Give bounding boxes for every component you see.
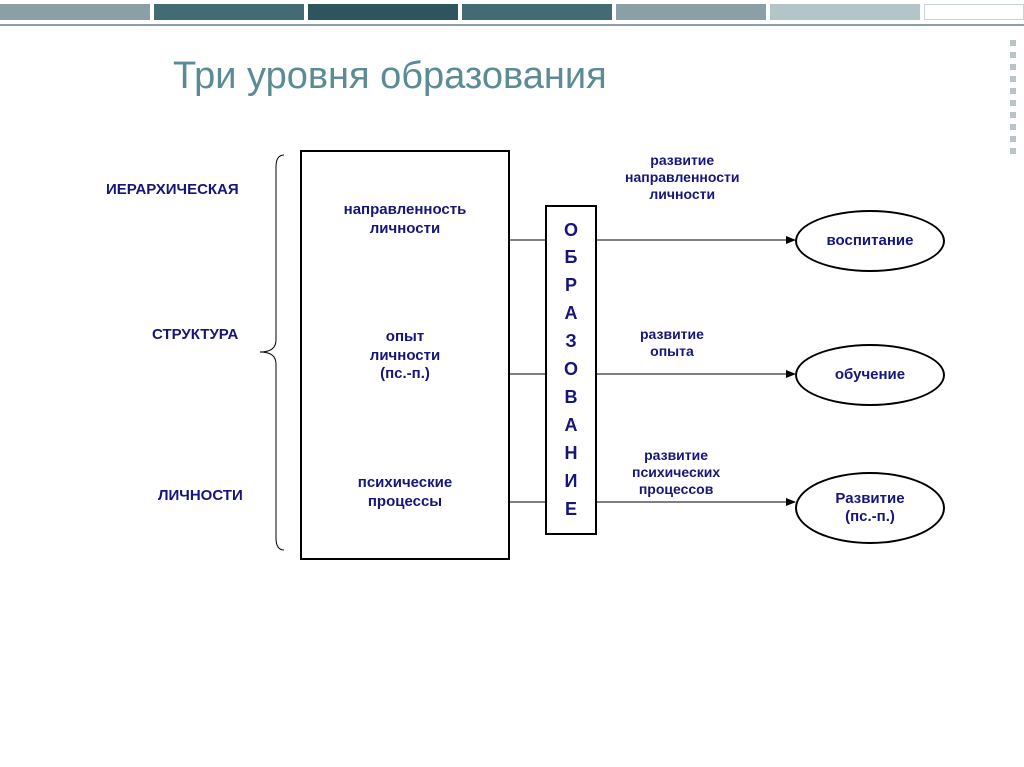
arrows	[597, 240, 795, 502]
svg-overlay	[0, 0, 1024, 767]
bracket-path	[260, 155, 284, 550]
connectors	[510, 240, 545, 502]
